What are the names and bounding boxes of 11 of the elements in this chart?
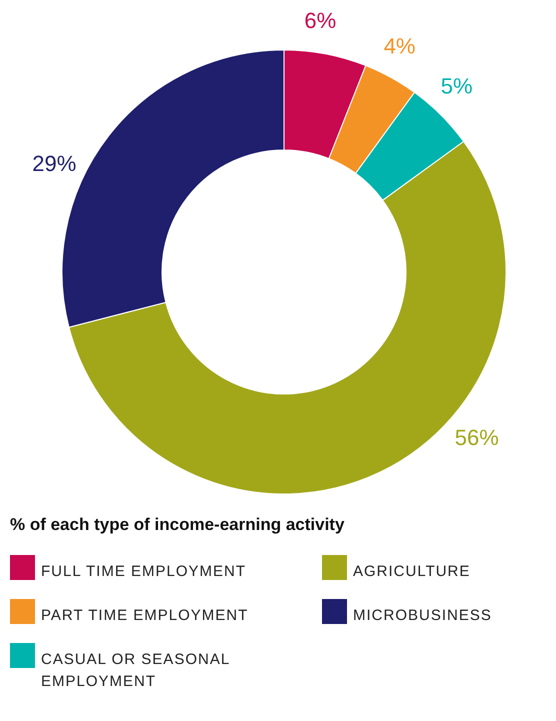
legend-label: MICROBUSINESS xyxy=(353,606,493,626)
legend-label: AGRICULTURE xyxy=(353,562,472,582)
legend-title: % of each type of income-earning activity xyxy=(10,515,346,535)
legend-label: FULL TIME EMPLOYMENT xyxy=(41,562,248,582)
data-label: 56% xyxy=(454,424,499,450)
data-label: 5% xyxy=(440,73,473,98)
data-label: 29% xyxy=(32,151,76,176)
data-label: 4% xyxy=(384,33,416,58)
legend-label: CASUAL OR SEASONAL EMPLOYMENT xyxy=(41,650,231,692)
legend-label: PART TIME EMPLOYMENT xyxy=(41,606,250,626)
data-label: 6% xyxy=(304,8,336,34)
